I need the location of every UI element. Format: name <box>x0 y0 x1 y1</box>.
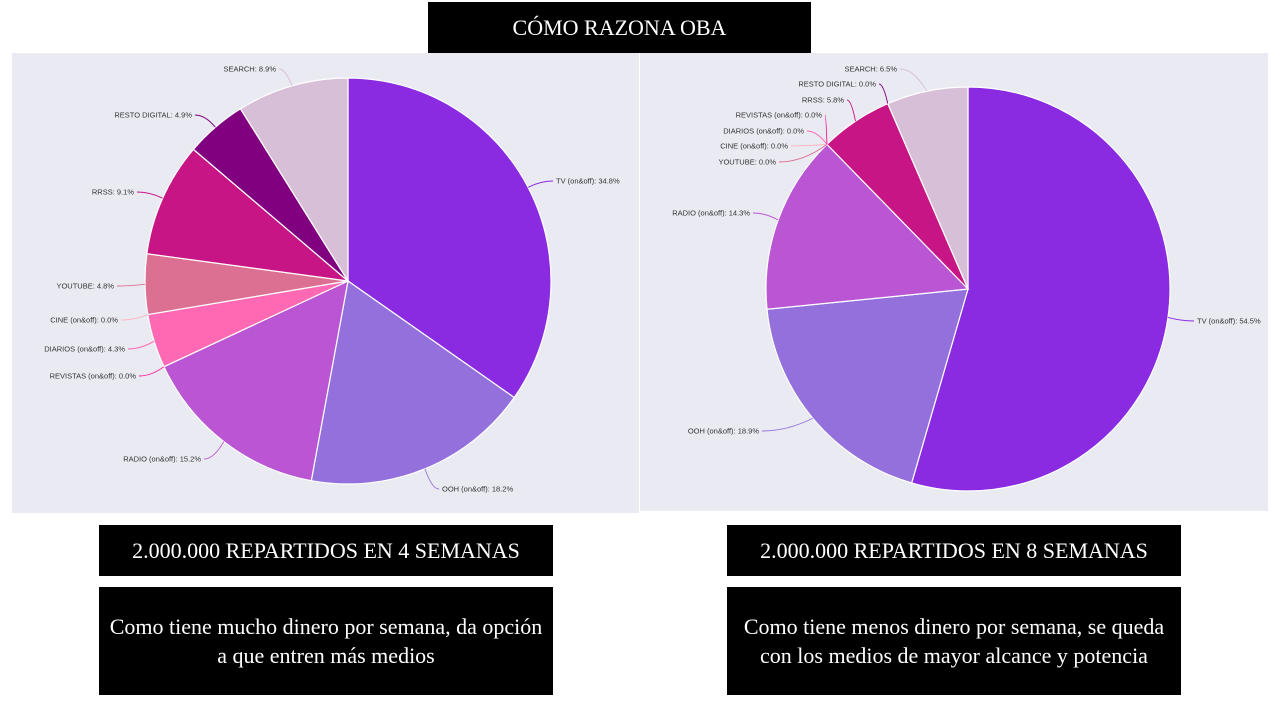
left-chart-panel: TV (on&off): 34.8% OOH (on&off): 18.2% RAD… <box>12 53 639 513</box>
pie-slice-rrss <box>146 148 350 282</box>
slice-label-rrss: RRSS: 9.1% <box>92 188 134 197</box>
label-leader-ooh <box>761 417 813 432</box>
pie-slice-ooh <box>766 288 969 484</box>
slice-label-ooh: OOH (on&off): 18.2% <box>442 485 513 494</box>
label-leader-revistas <box>824 114 828 145</box>
right-pie-chart: TV (on&off): 54.5% OOH (on&off): 18.9% RAD… <box>672 65 1261 492</box>
label-leader-cine <box>790 143 828 147</box>
label-leader-ooh <box>424 468 440 490</box>
label-leader-revistas <box>138 366 165 377</box>
label-leader-radio <box>203 441 225 460</box>
slice-label-revistas: REVISTAS (on&off): 0.0% <box>736 111 823 120</box>
slice-label-youtube: YOUTUBE: 0.0% <box>718 158 776 167</box>
right-caption: 2.000.000 REPARTIDOS EN 8 SEMANAS <box>727 525 1181 576</box>
slice-label-radio: RADIO (on&off): 15.2% <box>123 455 201 464</box>
slice-label-resto-digital: RESTO DIGITAL: 0.0% <box>798 80 876 89</box>
slice-label-youtube: YOUTUBE: 4.8% <box>56 282 114 291</box>
label-leader-resto-digital <box>878 83 889 104</box>
slice-label-rrss: RRSS: 5.8% <box>802 96 844 105</box>
label-leader-search <box>899 68 928 92</box>
label-leader-search <box>278 68 293 87</box>
left-note: Como tiene mucho dinero por semana, da o… <box>99 587 553 695</box>
label-leader-tv <box>527 180 554 188</box>
label-leader-tv <box>1167 317 1195 322</box>
label-leader-radio <box>752 212 779 221</box>
pie-slice-radio <box>765 143 970 310</box>
left-pie-chart: TV (on&off): 34.8% OOH (on&off): 18.2% RAD… <box>44 65 620 494</box>
label-leader-rrss <box>136 191 163 199</box>
slice-label-search: SEARCH: 8.9% <box>223 65 276 74</box>
label-leader-youtube <box>116 283 146 287</box>
slice-label-cine: CINE (on&off): 0.0% <box>50 316 118 325</box>
pie-slice-tv <box>910 86 1171 492</box>
slice-label-revistas: REVISTAS (on&off): 0.0% <box>50 372 137 381</box>
label-leader-youtube <box>778 144 828 163</box>
label-leader-cine <box>120 314 148 321</box>
right-note: Como tiene menos dinero por semana, se q… <box>727 587 1181 695</box>
slice-label-search: SEARCH: 6.5% <box>844 65 897 74</box>
slice-label-tv: TV (on&off): 34.8% <box>556 177 620 186</box>
label-leader-diarios <box>127 340 155 350</box>
slice-label-diarios: DIARIOS (on&off): 0.0% <box>723 127 804 136</box>
page-title: CÓMO RAZONA OBA <box>428 2 811 53</box>
pie-slice-radio <box>163 279 349 482</box>
left-caption: 2.000.000 REPARTIDOS EN 4 SEMANAS <box>99 525 553 576</box>
label-leader-diarios <box>806 130 828 145</box>
label-leader-rrss <box>846 99 856 122</box>
slice-label-diarios: DIARIOS (on&off): 4.3% <box>44 345 125 354</box>
slice-label-radio: RADIO (on&off): 14.3% <box>672 209 750 218</box>
label-leader-resto-digital <box>194 114 216 128</box>
right-chart-panel: TV (on&off): 54.5% OOH (on&off): 18.9% RAD… <box>640 53 1268 511</box>
slice-label-resto-digital: RESTO DIGITAL: 4.9% <box>114 111 192 120</box>
slice-label-tv: TV (on&off): 54.5% <box>1197 317 1261 326</box>
slice-label-ooh: OOH (on&off): 18.9% <box>688 427 759 436</box>
slice-label-cine: CINE (on&off): 0.0% <box>720 142 788 151</box>
